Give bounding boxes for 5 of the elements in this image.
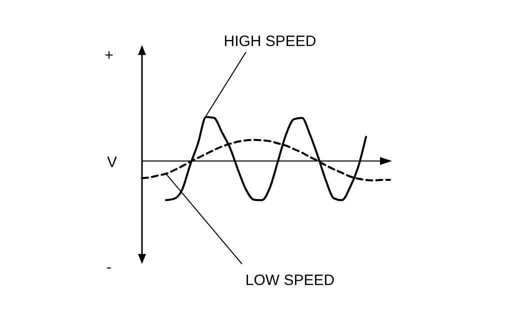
text: LOW SPEED <box>245 272 335 289</box>
y-axis-title: V <box>106 154 118 171</box>
text: + <box>104 47 114 64</box>
text: HIGH SPEED <box>224 33 316 50</box>
text: - <box>106 259 112 276</box>
